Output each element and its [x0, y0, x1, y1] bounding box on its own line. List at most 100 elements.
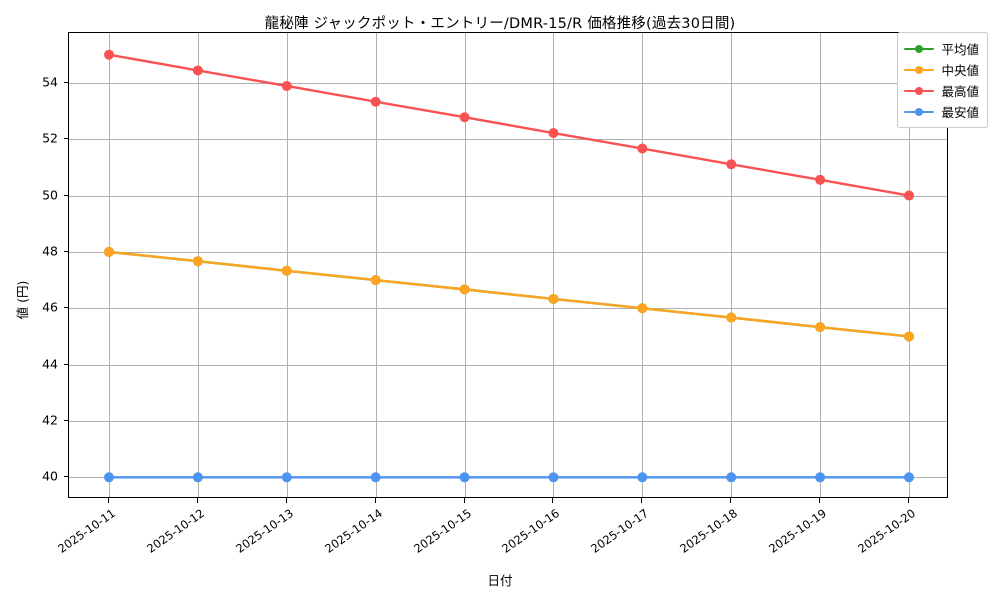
- data-point: [459, 472, 470, 483]
- data-point: [104, 246, 114, 257]
- data-point: [370, 96, 381, 107]
- data-point: [815, 322, 826, 333]
- data-point: [815, 472, 826, 483]
- y-tick-mark: [63, 138, 68, 140]
- data-point: [726, 159, 737, 170]
- x-tick-label: 2025-10-19: [766, 506, 830, 556]
- data-point: [904, 190, 914, 201]
- x-tick-label: 2025-10-20: [855, 506, 919, 556]
- gridline-vertical: [286, 33, 288, 497]
- gridline-vertical: [375, 33, 377, 497]
- x-tick-mark: [730, 498, 732, 503]
- x-tick-label: 2025-10-14: [321, 506, 385, 556]
- x-tick-label: 2025-10-18: [677, 506, 741, 556]
- gridline-vertical: [553, 33, 555, 497]
- legend-item-平均値[interactable]: 平均値: [904, 38, 979, 59]
- y-tick-mark: [63, 307, 68, 309]
- gridline-horizontal: [69, 251, 947, 253]
- legend-item-中央値[interactable]: 中央値: [904, 59, 979, 80]
- gridline-horizontal: [69, 195, 947, 197]
- x-tick-label: 2025-10-16: [499, 506, 563, 556]
- y-tick-label: 48: [42, 243, 58, 259]
- y-tick-label: 40: [42, 468, 58, 484]
- gridline-vertical: [464, 33, 466, 497]
- data-point: [548, 472, 559, 483]
- data-point: [104, 472, 114, 483]
- gridline-horizontal: [69, 139, 947, 141]
- data-point: [370, 275, 381, 286]
- data-point: [815, 174, 826, 185]
- legend-item-最高値[interactable]: 最高値: [904, 80, 979, 101]
- y-tick-mark: [63, 476, 68, 478]
- x-tick-mark: [196, 498, 198, 503]
- legend-label: 平均値: [941, 42, 979, 57]
- series-line: [107, 53, 911, 197]
- y-tick-label: 46: [42, 299, 58, 315]
- x-tick-mark: [374, 498, 376, 503]
- data-point: [904, 472, 914, 483]
- gridline-vertical: [642, 33, 644, 497]
- gridline-vertical: [731, 33, 733, 497]
- series-中央値: [104, 246, 914, 342]
- data-point: [904, 331, 914, 342]
- y-tick-label: 44: [42, 356, 58, 372]
- y-tick-label: 54: [42, 74, 58, 90]
- gridline-horizontal: [69, 308, 947, 310]
- gridline-horizontal: [69, 82, 947, 84]
- x-tick-label: 2025-10-17: [588, 506, 652, 556]
- data-point: [104, 49, 114, 60]
- data-point: [726, 312, 737, 323]
- x-tick-label: 2025-10-11: [55, 506, 119, 556]
- legend-marker-icon: [904, 85, 935, 97]
- x-tick-mark: [552, 498, 554, 503]
- gridline-horizontal: [69, 420, 947, 422]
- gridline-horizontal: [69, 364, 947, 366]
- data-point: [192, 472, 203, 483]
- legend-marker-icon: [904, 43, 935, 55]
- x-tick-mark: [285, 498, 287, 503]
- x-tick-mark: [908, 498, 909, 503]
- x-tick-label: 2025-10-13: [233, 506, 296, 556]
- data-point: [192, 65, 203, 76]
- y-tick-label: 50: [42, 187, 58, 203]
- data-point: [370, 472, 381, 483]
- y-tick-mark: [63, 81, 68, 83]
- data-point: [548, 128, 559, 139]
- x-axis-label: 日付: [487, 573, 513, 588]
- legend-label: 最高値: [941, 84, 979, 99]
- series-layer: [104, 49, 914, 483]
- y-tick-mark: [63, 194, 68, 196]
- data-point: [548, 293, 559, 304]
- chart-legend: 平均値中央値最高値最安値: [897, 32, 988, 128]
- data-point: [281, 472, 292, 483]
- legend-label: 最安値: [941, 105, 979, 120]
- x-tick-mark: [819, 498, 821, 503]
- series-line: [107, 250, 911, 338]
- chart-title: 龍秘陣 ジャックポット・エントリー/DMR-15/R 価格推移(過去30日間): [264, 16, 736, 32]
- data-point: [637, 472, 648, 483]
- legend-label: 中央値: [941, 63, 979, 78]
- plot-area: [68, 32, 948, 498]
- data-point: [726, 472, 737, 483]
- data-point: [192, 256, 203, 267]
- series-最高値: [104, 49, 914, 201]
- x-tick-label: 2025-10-15: [410, 506, 474, 556]
- y-tick-label: 52: [42, 130, 58, 146]
- gridline-vertical: [909, 33, 910, 497]
- data-point: [459, 112, 470, 123]
- y-tick-mark: [63, 363, 68, 365]
- data-point: [281, 80, 292, 91]
- gridline-vertical: [820, 33, 822, 497]
- gridline-vertical: [109, 33, 110, 497]
- x-tick-label: 2025-10-12: [144, 506, 207, 556]
- y-tick-label: 42: [42, 412, 58, 428]
- data-point: [281, 265, 292, 276]
- legend-marker-icon: [904, 106, 935, 118]
- data-point: [637, 303, 648, 314]
- x-tick-mark: [463, 498, 465, 503]
- data-point: [637, 143, 648, 154]
- legend-item-最安値[interactable]: 最安値: [904, 101, 979, 122]
- y-tick-mark: [63, 419, 68, 421]
- x-tick-mark: [108, 498, 109, 503]
